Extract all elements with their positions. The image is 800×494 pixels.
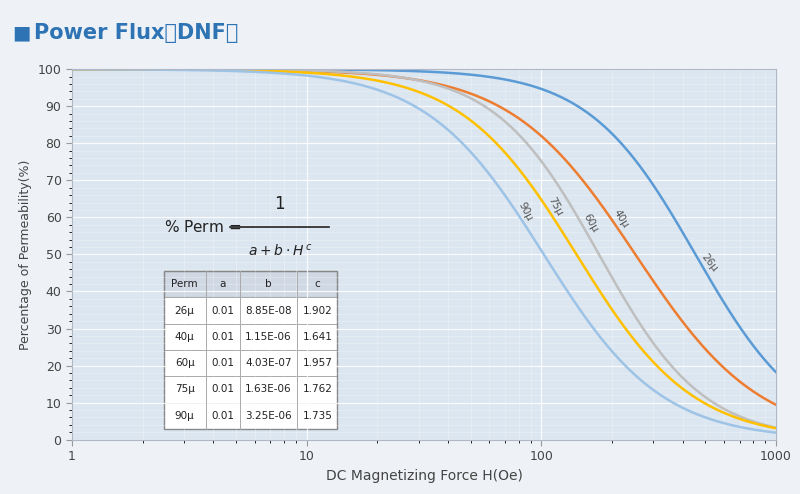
Text: 0.01: 0.01: [211, 332, 234, 342]
Text: 1.762: 1.762: [302, 384, 332, 394]
Text: 26μ: 26μ: [174, 306, 194, 316]
Text: 26μ: 26μ: [699, 252, 719, 274]
Text: 75μ: 75μ: [174, 384, 194, 394]
Text: 75μ: 75μ: [546, 195, 565, 217]
Text: c: c: [314, 279, 320, 289]
Text: 3.25E-06: 3.25E-06: [245, 411, 292, 421]
Text: 60μ: 60μ: [581, 212, 599, 235]
Text: 40μ: 40μ: [174, 332, 194, 342]
Text: 60μ: 60μ: [174, 358, 194, 368]
Text: b: b: [265, 279, 272, 289]
Text: 90μ: 90μ: [517, 200, 534, 222]
Text: 40μ: 40μ: [612, 208, 630, 230]
Text: 1.902: 1.902: [302, 306, 332, 316]
Text: 1.63E-06: 1.63E-06: [245, 384, 292, 394]
Text: 0.01: 0.01: [211, 384, 234, 394]
Text: 1.15E-06: 1.15E-06: [245, 332, 292, 342]
Text: 0.01: 0.01: [211, 411, 234, 421]
Bar: [163, 350, 338, 376]
Text: 1.957: 1.957: [302, 358, 332, 368]
Text: 0.01: 0.01: [211, 306, 234, 316]
Text: a: a: [219, 279, 226, 289]
Text: 8.85E-08: 8.85E-08: [245, 306, 292, 316]
Text: 1.735: 1.735: [302, 411, 332, 421]
Bar: [163, 271, 338, 429]
Text: Perm: Perm: [171, 279, 198, 289]
Text: 0.01: 0.01: [211, 358, 234, 368]
Y-axis label: Percentage of Permeability(%): Percentage of Permeability(%): [19, 159, 32, 350]
Bar: [163, 324, 338, 350]
Bar: [163, 403, 338, 429]
Text: $a+b\cdot H^{\,c}$: $a+b\cdot H^{\,c}$: [247, 243, 312, 259]
Text: % Perm$\,=\,$: % Perm$\,=\,$: [163, 219, 241, 235]
Text: Power Flux（DNF）: Power Flux（DNF）: [34, 23, 238, 42]
Text: 1: 1: [274, 196, 285, 213]
Bar: [163, 297, 338, 324]
Text: 90μ: 90μ: [174, 411, 194, 421]
Bar: [163, 376, 338, 403]
Text: 4.03E-07: 4.03E-07: [245, 358, 292, 368]
Text: 1.641: 1.641: [302, 332, 332, 342]
Bar: [163, 271, 338, 297]
Text: ■: ■: [12, 23, 30, 42]
X-axis label: DC Magnetizing Force H(Oe): DC Magnetizing Force H(Oe): [326, 469, 522, 483]
